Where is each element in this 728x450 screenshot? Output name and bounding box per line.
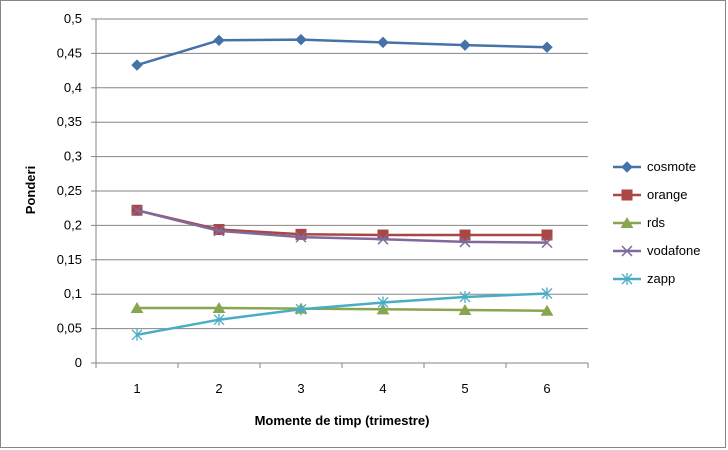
axes: 0 0,05 0,1 0,15 0,2 0,25 0,3 0,35 0,4 0,45 0,5 1 2 3 4… (57, 11, 589, 396)
series-line (137, 306, 548, 312)
data-point (295, 303, 307, 316)
y-tick-label: 0 (75, 355, 82, 370)
gridlines (96, 18, 588, 330)
data-point (541, 287, 553, 300)
data-point (541, 41, 553, 53)
y-tick-label: 0,45 (57, 45, 82, 60)
x-tick-label: 2 (215, 381, 222, 396)
x-axis-title: Momente de timp (trimestre) (255, 413, 430, 428)
x-tick-label: 4 (379, 381, 386, 396)
series-orange (131, 204, 553, 241)
data-point (213, 225, 225, 237)
legend-label: orange (647, 187, 687, 202)
series-zapp (131, 287, 553, 341)
data-point (212, 301, 226, 313)
y-tick-label: 0,3 (64, 149, 82, 164)
data-point (295, 231, 307, 243)
legend-item-rds: rds (613, 215, 666, 230)
y-tick-label: 0,2 (64, 217, 82, 232)
legend-marker (621, 189, 633, 201)
y-tick-label: 0,1 (64, 286, 82, 301)
x-tick-label: 3 (297, 381, 304, 396)
data-point (376, 303, 390, 315)
data-point (459, 39, 471, 51)
y-tick-label: 0,35 (57, 114, 82, 129)
data-point (458, 304, 472, 316)
legend-label: cosmote (647, 159, 696, 174)
data-point (131, 328, 143, 341)
legend-marker (620, 217, 634, 228)
data-point (541, 229, 553, 241)
data-point (130, 301, 144, 313)
series-cosmote (131, 33, 553, 71)
data-point (459, 290, 471, 303)
legend-item-zapp: zapp (613, 271, 675, 286)
data-point (295, 33, 307, 46)
data-point (213, 313, 225, 326)
x-tick-label: 6 (543, 381, 550, 396)
x-tick-label: 1 (133, 381, 140, 396)
data-point (295, 228, 307, 240)
y-tick-label: 0,25 (57, 183, 82, 198)
data-point (131, 59, 143, 71)
y-tick-label: 0,5 (64, 11, 82, 26)
x-tick-label: 5 (461, 381, 468, 396)
legend-item-orange: orange (613, 187, 687, 202)
legend-label: vodafone (647, 243, 701, 258)
data-point (377, 36, 389, 49)
data-point (131, 204, 143, 216)
legend-marker (621, 273, 633, 285)
legend-item-vodafone: vodafone (613, 243, 701, 258)
series-group (130, 33, 554, 341)
legend: cosmote orange rds vodafone zapp (613, 159, 701, 286)
legend-marker (621, 245, 633, 257)
series-line (136, 209, 547, 237)
data-point (377, 233, 389, 245)
y-tick-label: 0,05 (57, 321, 82, 336)
y-tick-label: 0,4 (64, 80, 82, 95)
series-line (136, 292, 548, 337)
data-point (213, 34, 225, 47)
series-line (136, 209, 548, 244)
legend-item-cosmote: cosmote (613, 159, 696, 174)
data-point (459, 229, 471, 241)
data-point (377, 296, 389, 309)
y-tick-label: 0,15 (57, 252, 82, 267)
legend-label: rds (647, 215, 666, 230)
legend-marker (621, 161, 633, 173)
data-point (540, 304, 554, 316)
legend-label: zapp (647, 271, 675, 286)
data-point (541, 237, 553, 249)
series-vodafone (131, 204, 553, 249)
data-point (459, 236, 471, 248)
y-axis-title: Ponderi (23, 166, 38, 214)
series-line (136, 38, 548, 67)
